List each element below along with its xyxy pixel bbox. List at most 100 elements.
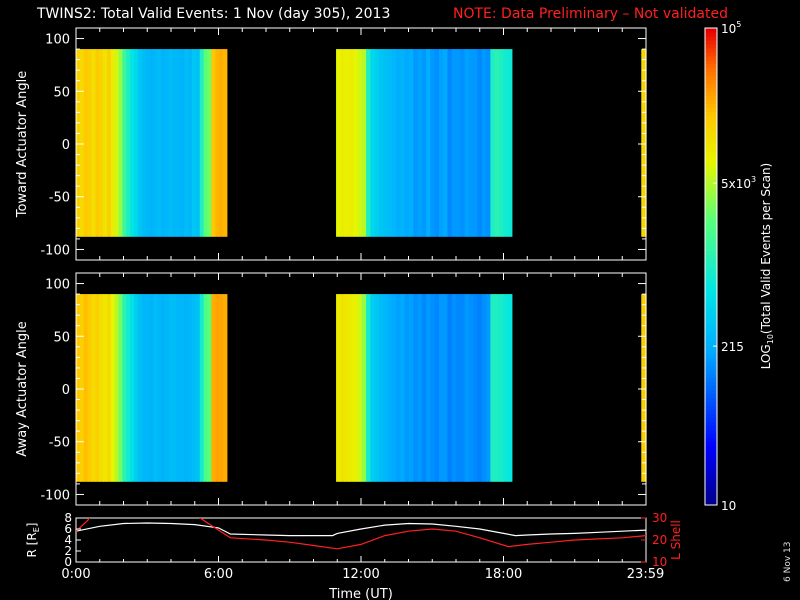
colorbar-swatch bbox=[705, 135, 717, 140]
toward-cell bbox=[215, 49, 220, 237]
toward-cell bbox=[95, 49, 100, 237]
away-cell bbox=[383, 294, 389, 482]
toward-cell bbox=[110, 49, 116, 237]
away-cell bbox=[643, 294, 647, 482]
toward-cell bbox=[137, 49, 143, 237]
toward-cell bbox=[481, 49, 487, 237]
toward-heatmap bbox=[76, 49, 647, 237]
colorbar-swatch bbox=[705, 489, 717, 494]
away-cell bbox=[184, 294, 189, 482]
colorbar-swatch bbox=[705, 457, 717, 462]
away-ytick-label: -100 bbox=[40, 488, 70, 503]
away-cell bbox=[421, 294, 427, 482]
toward-cell bbox=[106, 49, 112, 237]
away-cell bbox=[481, 294, 487, 482]
toward-cell bbox=[643, 49, 647, 237]
colorbar-swatch bbox=[705, 373, 717, 379]
toward-cell bbox=[361, 49, 367, 237]
away-cell bbox=[486, 294, 491, 482]
plot-title: TWINS2: Total Valid Events: 1 Nov (day 3… bbox=[37, 6, 391, 22]
toward-cell bbox=[176, 49, 182, 237]
toward-cell bbox=[357, 49, 363, 237]
toward-ytick-label: 0 bbox=[62, 138, 70, 153]
toward-cell bbox=[456, 49, 461, 237]
toward-cell bbox=[172, 49, 178, 237]
away-cell bbox=[157, 294, 162, 482]
colorbar-swatch bbox=[705, 190, 717, 196]
toward-cell bbox=[387, 49, 393, 237]
colorbar-swatch bbox=[705, 183, 717, 188]
toward-cell bbox=[130, 49, 135, 237]
away-cell bbox=[507, 294, 513, 482]
colorbar-swatch bbox=[705, 179, 717, 184]
colorbar-swatch bbox=[705, 31, 717, 37]
colorbar-tick-label: 215 bbox=[721, 340, 744, 354]
away-ylabel: Away Actuator Angle bbox=[15, 321, 30, 456]
away-cell bbox=[87, 294, 93, 482]
colorbar-swatch bbox=[705, 167, 717, 172]
colorbar-swatch bbox=[705, 75, 717, 81]
away-cell bbox=[434, 294, 440, 482]
orbit-ytick-left-label: 6 bbox=[64, 522, 72, 536]
colorbar-swatch bbox=[705, 409, 717, 415]
toward-cell bbox=[161, 49, 166, 237]
toward-cell bbox=[486, 49, 491, 237]
away-cell bbox=[172, 294, 178, 482]
colorbar-swatch bbox=[705, 202, 717, 208]
orbit-ytick-right-label: 20 bbox=[652, 533, 667, 547]
toward-cell bbox=[79, 49, 85, 237]
away-cell bbox=[426, 294, 431, 482]
away-cell bbox=[149, 294, 154, 482]
colorbar-swatch bbox=[705, 111, 717, 116]
away-ytick-label: 50 bbox=[53, 330, 70, 345]
toward-cell bbox=[149, 49, 154, 237]
colorbar-swatch bbox=[705, 326, 717, 331]
colorbar-swatch bbox=[705, 318, 717, 323]
colorbar-swatch bbox=[705, 123, 717, 128]
away-cell bbox=[417, 294, 423, 482]
colorbar-swatch bbox=[705, 413, 717, 419]
colorbar-swatch bbox=[705, 389, 717, 395]
away-cell bbox=[188, 294, 193, 482]
away-cell bbox=[126, 294, 131, 482]
toward-cell bbox=[134, 49, 139, 237]
colorbar-swatch bbox=[705, 210, 717, 216]
away-cell bbox=[391, 294, 397, 482]
toward-cell bbox=[494, 49, 500, 237]
orbit-ytick-left-label: 0 bbox=[64, 555, 72, 569]
toward-cell bbox=[641, 49, 645, 237]
away-cell bbox=[215, 294, 220, 482]
colorbar-swatch bbox=[705, 342, 717, 347]
colorbar-swatch bbox=[705, 171, 717, 176]
away-cell bbox=[207, 294, 212, 482]
colorbar-swatch bbox=[705, 218, 717, 224]
toward-cell bbox=[370, 49, 376, 237]
away-cell bbox=[490, 294, 496, 482]
toward-cell bbox=[184, 49, 189, 237]
colorbar-swatch bbox=[705, 469, 717, 474]
away-cell bbox=[456, 294, 461, 482]
date-stamp: 6 Nov 13 bbox=[783, 541, 793, 582]
orbit-xtick-label: 0:00 bbox=[61, 567, 90, 582]
away-cell bbox=[468, 294, 474, 482]
toward-cell bbox=[498, 49, 504, 237]
toward-ylabel: Toward Actuator Angle bbox=[15, 71, 30, 218]
away-cell bbox=[219, 294, 224, 482]
away-heatmap bbox=[76, 294, 647, 482]
toward-cell bbox=[391, 49, 397, 237]
colorbar-swatch bbox=[705, 437, 717, 442]
colorbar-swatch bbox=[705, 453, 717, 458]
away-cell bbox=[106, 294, 112, 482]
away-cell bbox=[378, 294, 384, 482]
colorbar-swatch bbox=[705, 405, 717, 411]
away-cell bbox=[76, 294, 81, 482]
toward-cell bbox=[434, 49, 440, 237]
colorbar-swatch bbox=[705, 310, 717, 315]
away-cell bbox=[361, 294, 367, 482]
colorbar-swatch bbox=[705, 163, 717, 168]
orbit-ytick-right-label: 10 bbox=[652, 555, 667, 569]
toward-cell bbox=[378, 49, 384, 237]
colorbar-swatch bbox=[705, 501, 717, 506]
colorbar-swatch bbox=[705, 473, 717, 478]
colorbar-swatch bbox=[705, 35, 717, 41]
